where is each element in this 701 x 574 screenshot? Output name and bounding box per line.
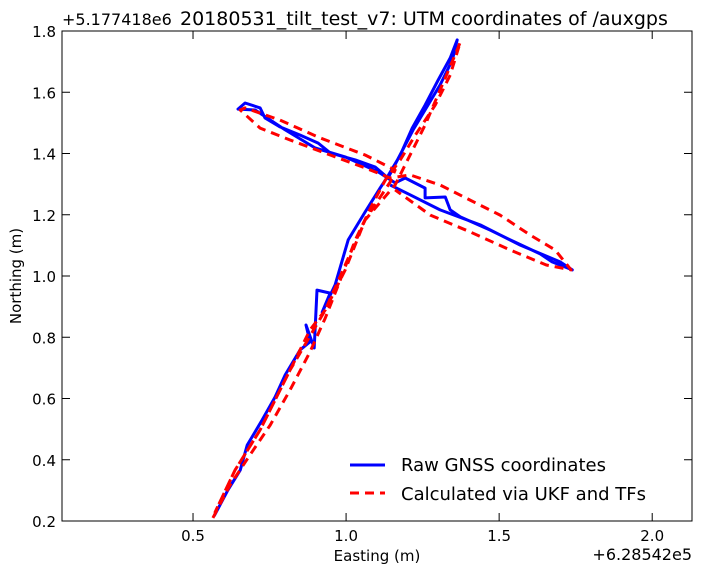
legend-label-raw: Raw GNSS coordinates [401, 455, 606, 476]
y-tick-label: 1.2 [32, 207, 56, 225]
series-line-ukf [211, 40, 573, 519]
tick-layer: 0.5 1.0 1.5 2.0 0.2 0.4 0.6 0.8 1.0 1.2 1.4 1.6 1.8 [32, 23, 692, 545]
y-tick-label: 1.6 [32, 84, 56, 102]
x-tick-label: 1.5 [487, 527, 511, 545]
legend: Raw GNSS coordinates Calculated via UKF … [350, 455, 646, 505]
y-tick-label: 0.6 [32, 391, 56, 409]
y-tick-label: 0.8 [32, 329, 56, 347]
y-tick-label: 0.2 [32, 513, 56, 531]
y-tick-label: 1.8 [32, 23, 56, 41]
series-layer [211, 38, 574, 519]
y-tick-label: 1.0 [32, 268, 56, 286]
x-tick-label: 1.0 [334, 527, 358, 545]
x-axis-label: Easting (m) [334, 547, 421, 565]
x-tick-label: 2.0 [640, 527, 664, 545]
x-tick-label: 0.5 [181, 527, 205, 545]
y-tick-label: 1.4 [32, 146, 56, 164]
series-line-raw-gnss [212, 38, 574, 517]
y-offset-label: +5.177418e6 [62, 10, 172, 29]
y-tick-label: 0.4 [32, 452, 56, 470]
x-offset-label: +6.28542e5 [592, 545, 692, 564]
legend-label-ukf: Calculated via UKF and TFs [401, 484, 646, 505]
chart-title: 20180531_tilt_test_v7: UTM coordinates o… [180, 8, 668, 30]
y-axis-label: Northing (m) [7, 228, 25, 324]
plot-frame [61, 30, 693, 522]
